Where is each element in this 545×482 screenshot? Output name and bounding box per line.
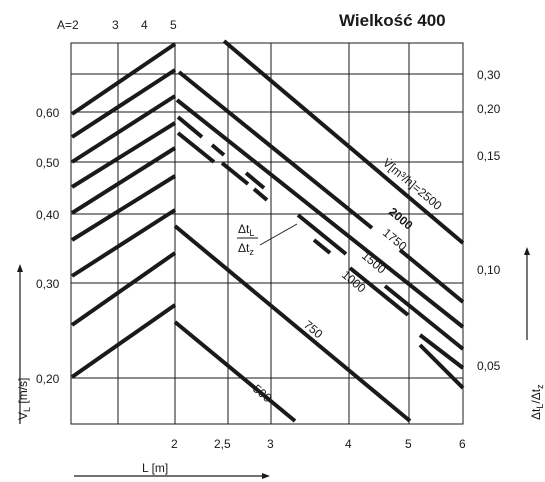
top-tick-4: 4 [141, 18, 148, 32]
x-axis-label: L [m] [142, 461, 168, 475]
left-tick-040: 0,40 [36, 208, 60, 222]
y-axis-arrow-right [524, 247, 530, 340]
y-axis-label-right: ΔtL/Δtz [529, 384, 545, 420]
y-axis-arrow-left [17, 264, 23, 424]
line-2000-a [177, 70, 374, 230]
line-2500 [222, 39, 465, 245]
line-1000-g [418, 343, 465, 390]
x-tick-2: 2 [171, 437, 178, 451]
line-2000-b [398, 248, 465, 304]
line-1000-d [312, 238, 332, 255]
label-1000: 1000 [339, 268, 369, 296]
left-line-2 [70, 68, 177, 139]
left-line-5 [70, 146, 177, 215]
x-tick-25: 2,5 [214, 437, 231, 451]
left-line-6 [70, 174, 177, 242]
x-tick-3: 3 [267, 437, 274, 451]
line-1750 [175, 98, 465, 329]
ratio-label: ΔtL Δtz [237, 222, 298, 257]
line-1500-a [176, 115, 204, 139]
right-tick-030: 0,30 [477, 68, 501, 82]
y-axis-label-left: VL [m/s] [16, 378, 32, 420]
x-tick-6: 6 [459, 437, 466, 451]
top-tick-5: 5 [170, 18, 177, 32]
label-2500: V̇[m³/h]=2500 [380, 156, 445, 213]
line-1000-e [348, 266, 410, 317]
left-line-3 [70, 94, 177, 164]
grid [70, 42, 464, 425]
chart-title: Wielkość 400 [339, 11, 446, 30]
line-1500-c [244, 171, 266, 190]
line-1500-b [210, 143, 226, 157]
x-tick-4: 4 [345, 437, 352, 451]
line-500 [173, 320, 297, 423]
right-tick-005: 0,05 [477, 359, 501, 373]
left-tick-030: 0,30 [36, 277, 60, 291]
label-750: 750 [301, 318, 326, 342]
line-1000-f [418, 333, 465, 370]
line-750 [173, 224, 412, 423]
x-axis-arrow [74, 473, 270, 479]
left-line-7 [70, 208, 177, 278]
svg-text:ΔtL: ΔtL [238, 222, 254, 238]
line-1000-a [176, 131, 216, 164]
right-tick-010: 0,10 [477, 263, 501, 277]
left-line-8 [70, 251, 177, 327]
left-tick-020: 0,20 [36, 372, 60, 386]
label-1500: 1500 [359, 249, 389, 277]
x-tick-5: 5 [405, 437, 412, 451]
left-line-9 [70, 303, 177, 379]
left-line-4 [70, 121, 177, 189]
left-tick-060: 0,60 [36, 106, 60, 120]
right-tick-020: 0,20 [477, 102, 501, 116]
left-tick-050: 0,50 [36, 156, 60, 170]
top-tick-a2: A=2 [57, 18, 79, 32]
line-1000-b [220, 161, 250, 186]
svg-text:Δtz: Δtz [238, 241, 254, 257]
left-lines [70, 42, 177, 379]
line-1000-c [252, 187, 269, 202]
line-1500-e [383, 284, 465, 351]
top-tick-3: 3 [112, 18, 119, 32]
line-1500-d [296, 213, 348, 256]
right-tick-015: 0,15 [477, 149, 501, 163]
right-lines [173, 39, 465, 423]
left-line-1 [70, 42, 177, 116]
